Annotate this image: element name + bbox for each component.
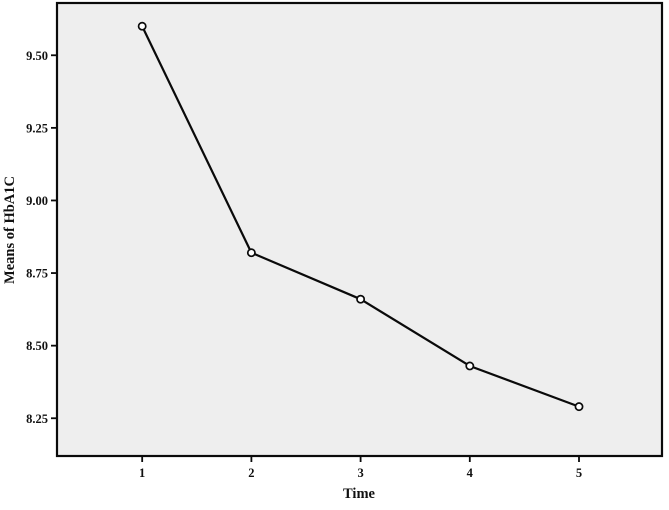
data-point-marker: [465, 361, 475, 371]
data-point-marker: [246, 248, 256, 258]
plot-area: [55, 1, 664, 458]
y-tick-label: 8.50: [26, 339, 48, 353]
x-tick-label: 3: [357, 466, 363, 480]
x-tick-label: 4: [467, 466, 474, 480]
axes: 8.25 8.50 8.75 9.00 9.25 9.50 1 2 3 4 5: [26, 49, 582, 480]
y-tick-label: 8.25: [26, 412, 48, 426]
data-series: [137, 21, 584, 412]
x-tick-label: 5: [576, 466, 582, 480]
data-point-marker: [356, 294, 366, 304]
data-point-marker: [137, 21, 147, 31]
data-point-marker: [574, 402, 584, 412]
x-axis-title: Time: [343, 486, 376, 502]
y-tick-label: 9.00: [26, 194, 48, 208]
y-tick-label: 8.75: [26, 267, 48, 281]
y-tick-label: 9.25: [26, 121, 48, 135]
y-axis-title: Means of HbA1C: [2, 176, 18, 284]
x-tick-label: 1: [139, 466, 145, 480]
y-tick-label: 9.50: [26, 49, 48, 63]
x-tick-label: 2: [248, 466, 254, 480]
